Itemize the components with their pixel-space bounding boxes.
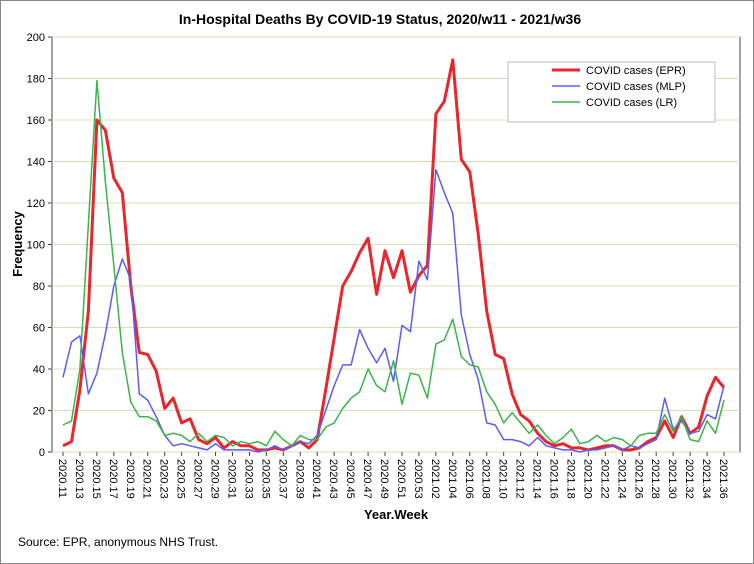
x-tick-label: 2021.18 [564,459,576,499]
y-tick-label: 180 [27,74,45,86]
x-tick-label: 2020.21 [141,459,153,499]
x-tick-label: 2020.13 [73,459,85,499]
x-tick-label: 2021.22 [598,459,610,499]
x-tick-label: 2021.16 [548,459,560,499]
x-tick-label: 2021.14 [531,459,543,499]
x-tick-label: 2020.47 [361,459,373,499]
y-tick-label: 40 [33,364,45,376]
y-tick-label: 100 [27,240,45,252]
x-tick-label: 2021.32 [683,459,695,499]
x-tick-label: 2020.17 [107,459,119,499]
x-tick-label: 2020.19 [124,459,136,499]
x-tick-label: 2021.30 [666,459,678,499]
chart-title: In-Hospital Deaths By COVID-19 Status, 2… [179,11,581,27]
x-tick-label: 2021.28 [649,459,661,499]
x-tick-label: 2020.53 [412,459,424,499]
x-tick-label: 2020.49 [378,459,390,499]
x-tick-label: 2020.41 [310,459,322,499]
y-tick-label: 200 [27,32,45,44]
legend-label: COVID cases (MLP) [586,81,686,93]
y-tick-label: 140 [27,157,45,169]
y-axis-label: Frequency [10,210,25,277]
x-axis-label: Year.Week [364,507,429,522]
x-tick-label: 2020.37 [276,459,288,499]
y-tick-label: 60 [33,323,45,335]
x-tick-label: 2021.08 [480,459,492,499]
legend-box [507,61,716,123]
source-note: Source: EPR, anonymous NHS Trust. [18,535,218,549]
x-tick-label: 2021.10 [497,459,509,499]
x-tick-label: 2020.51 [395,459,407,499]
y-tick-label: 160 [27,115,45,127]
x-tick-label: 2020.25 [175,459,187,499]
x-tick-label: 2021.12 [514,459,526,499]
x-tick-label: 2021.06 [463,459,475,499]
y-tick-label: 0 [39,447,45,459]
legend-label: COVID cases (EPR) [586,65,686,77]
x-tick-label: 2020.23 [158,459,170,499]
y-tick-label: 80 [33,281,45,293]
x-tick-label: 2021.20 [581,459,593,499]
x-tick-label: 2020.35 [259,459,271,499]
x-tick-label: 2020.33 [242,459,254,499]
x-tick-label: 2020.43 [327,459,339,499]
x-tick-label: 2021.02 [429,459,441,499]
x-tick-label: 2020.11 [56,459,68,498]
x-tick-label: 2020.15 [90,459,102,499]
x-tick-label: 2021.24 [615,459,627,499]
x-tick-label: 2021.36 [717,459,729,499]
x-tick-label: 2021.26 [632,459,644,499]
series-line [62,169,725,453]
y-tick-label: 20 [33,406,45,418]
x-tick-label: 2020.27 [192,459,204,499]
x-tick-label: 2020.45 [344,459,356,499]
x-tick-label: 2020.31 [225,459,237,499]
y-tick-label: 120 [27,198,45,210]
x-tick-label: 2021.34 [700,459,712,499]
x-tick-label: 2020.39 [293,459,305,499]
x-tick-label: 2021.04 [446,459,458,499]
series-line [62,79,725,447]
legend-label: COVID cases (LR) [586,97,677,109]
x-tick-label: 2020.29 [209,459,221,499]
